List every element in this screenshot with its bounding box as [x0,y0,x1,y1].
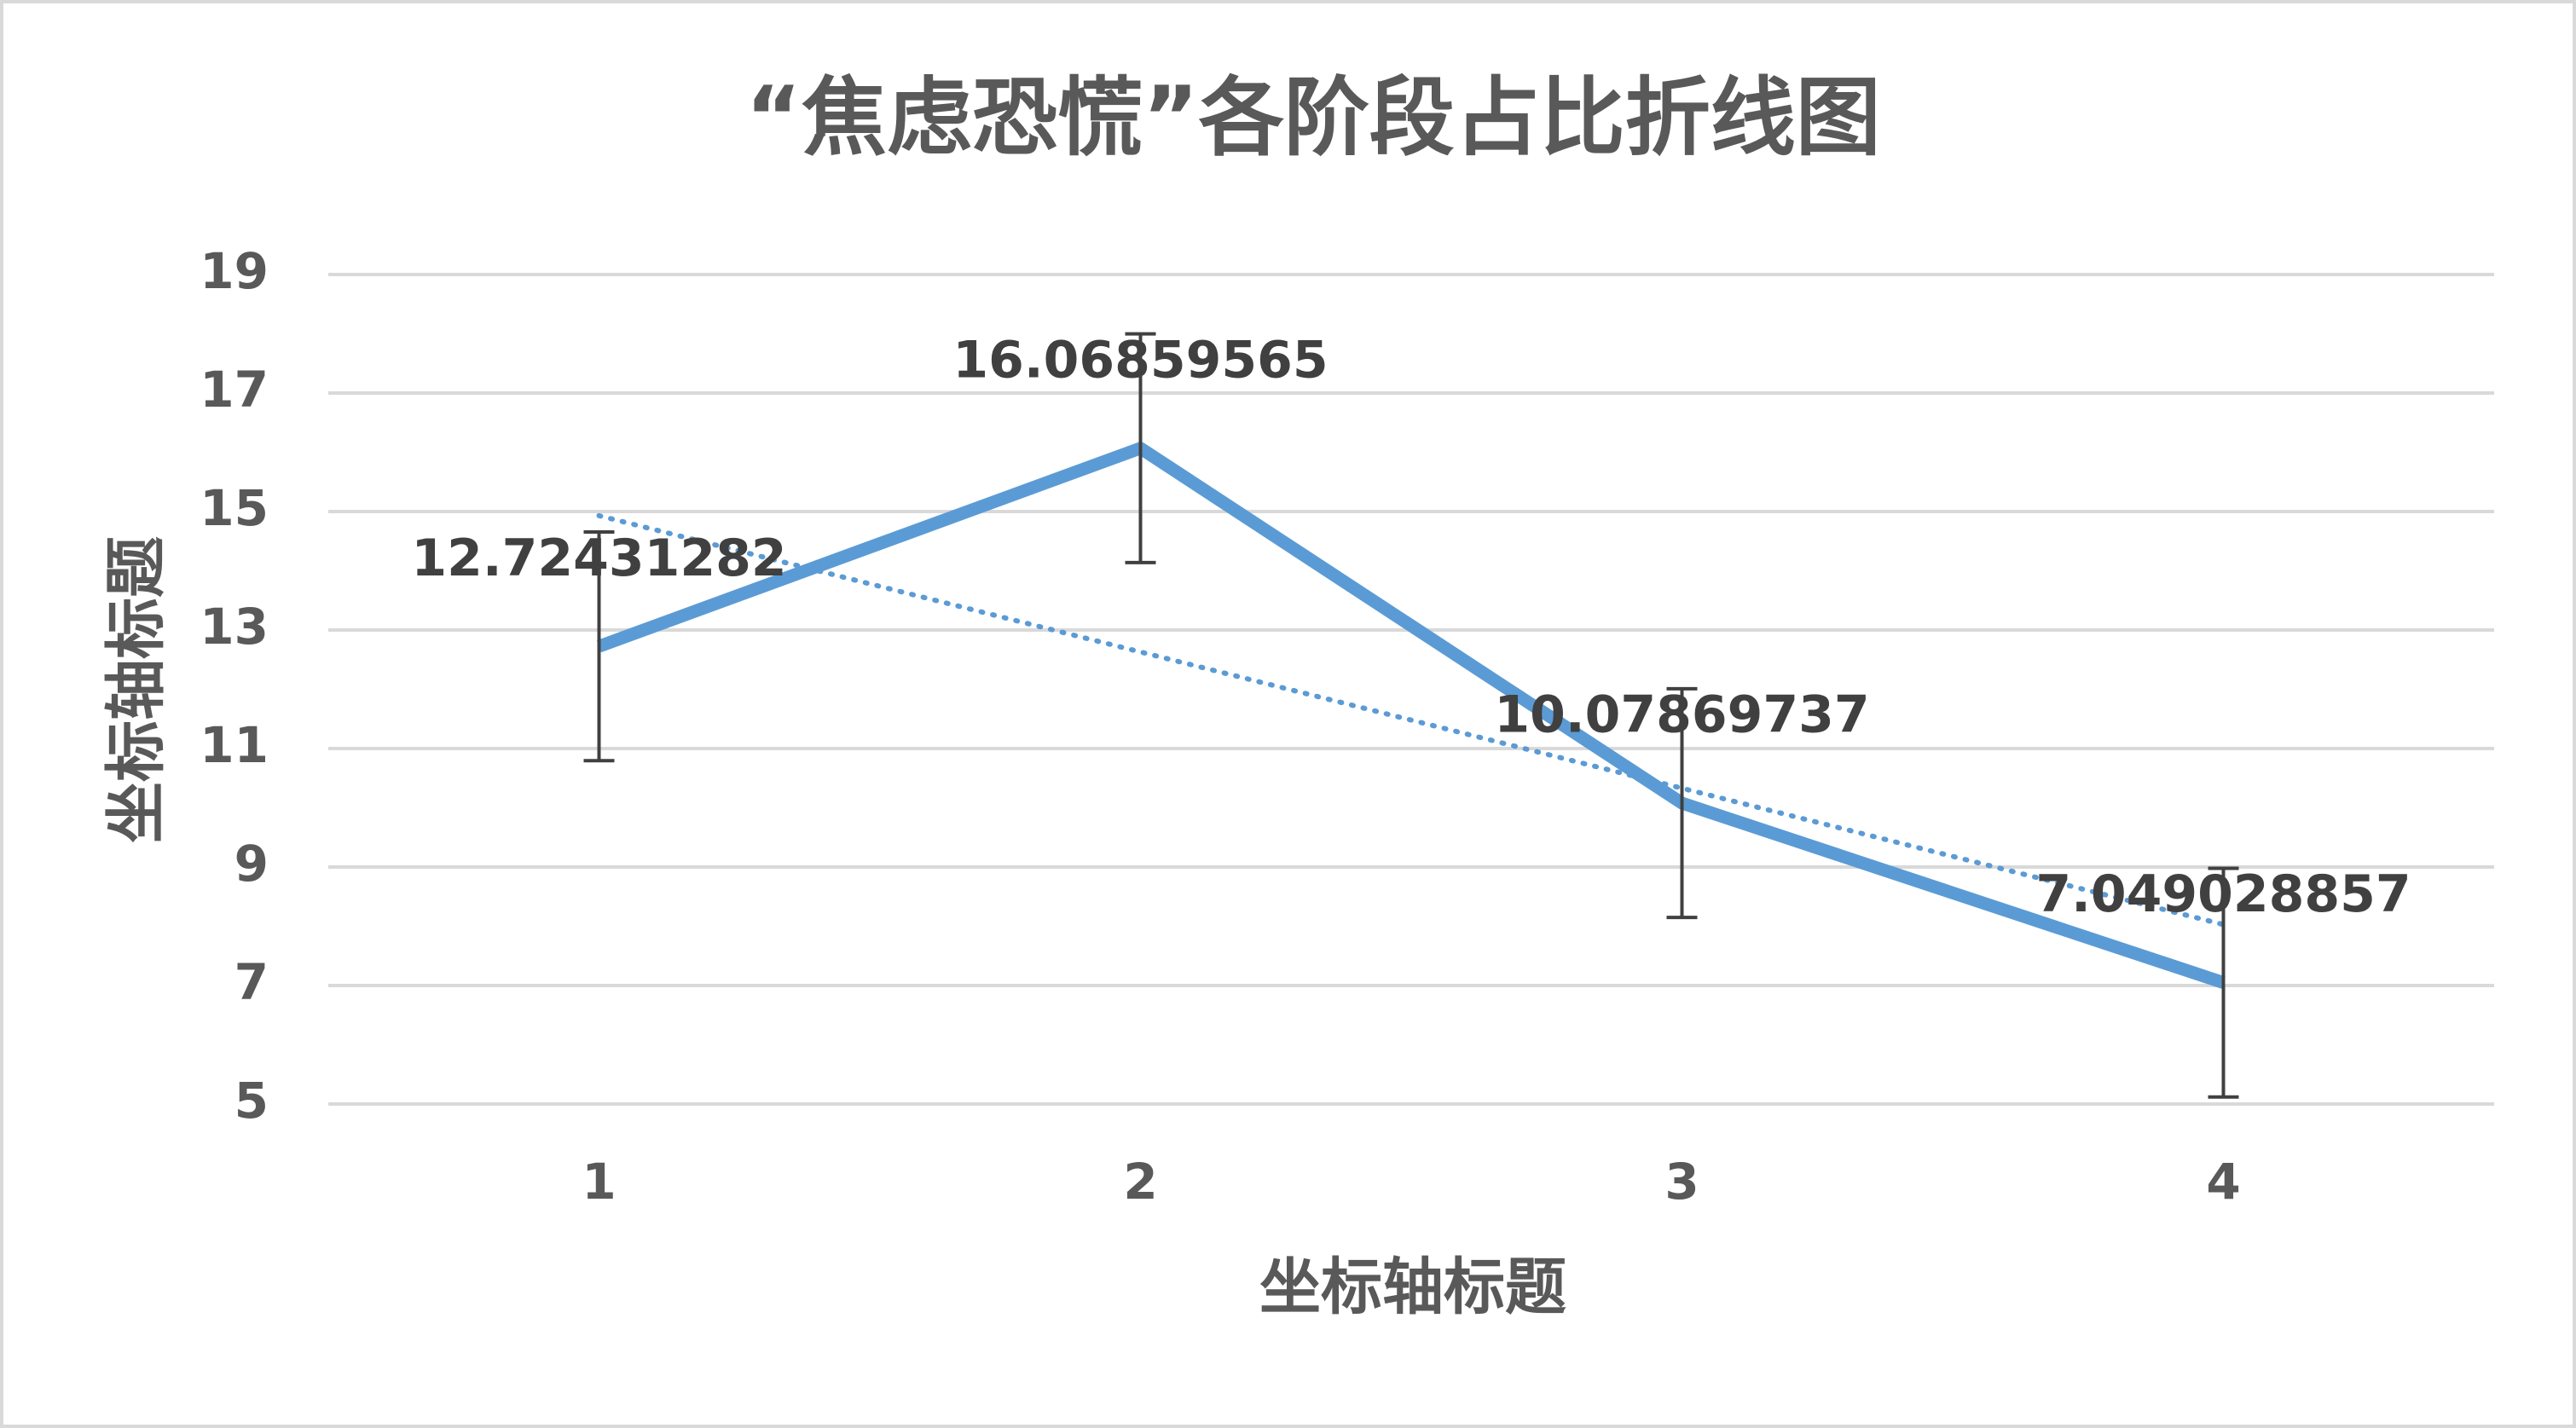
x-tick-label: 2 [1123,1153,1157,1211]
error-bar [1125,332,1156,564]
data-label: 7.049028857 [2035,864,2411,924]
trendline [596,512,2226,928]
line [596,442,2226,989]
y-tick-label: 5 [234,1072,269,1130]
y-tick-label: 13 [200,598,269,656]
error-bar [2208,866,2239,1099]
y-tick-label: 17 [200,361,269,419]
error-bar [1666,686,1698,920]
data-label: 10.07869737 [1494,685,1869,745]
data-label: 12.72431282 [411,529,786,588]
y-tick-label: 7 [234,953,269,1011]
x-tick-label: 1 [582,1153,616,1211]
y-tick-label: 9 [234,835,269,893]
y-tick-label: 15 [200,479,269,537]
y-tick-label: 19 [200,242,269,300]
chart-title: “焦虑恐慌”各阶段占比折线图 [745,67,1880,167]
y-axis-title: 坐标轴标题 [101,536,172,843]
x-tick-label: 3 [1664,1153,1699,1211]
error-bar [583,530,615,763]
data-label: 16.06859565 [952,330,1328,390]
x-axis-title: 坐标轴标题 [1259,1252,1566,1323]
x-tick-label: 4 [2206,1153,2240,1211]
y-tick-label: 11 [200,716,269,774]
